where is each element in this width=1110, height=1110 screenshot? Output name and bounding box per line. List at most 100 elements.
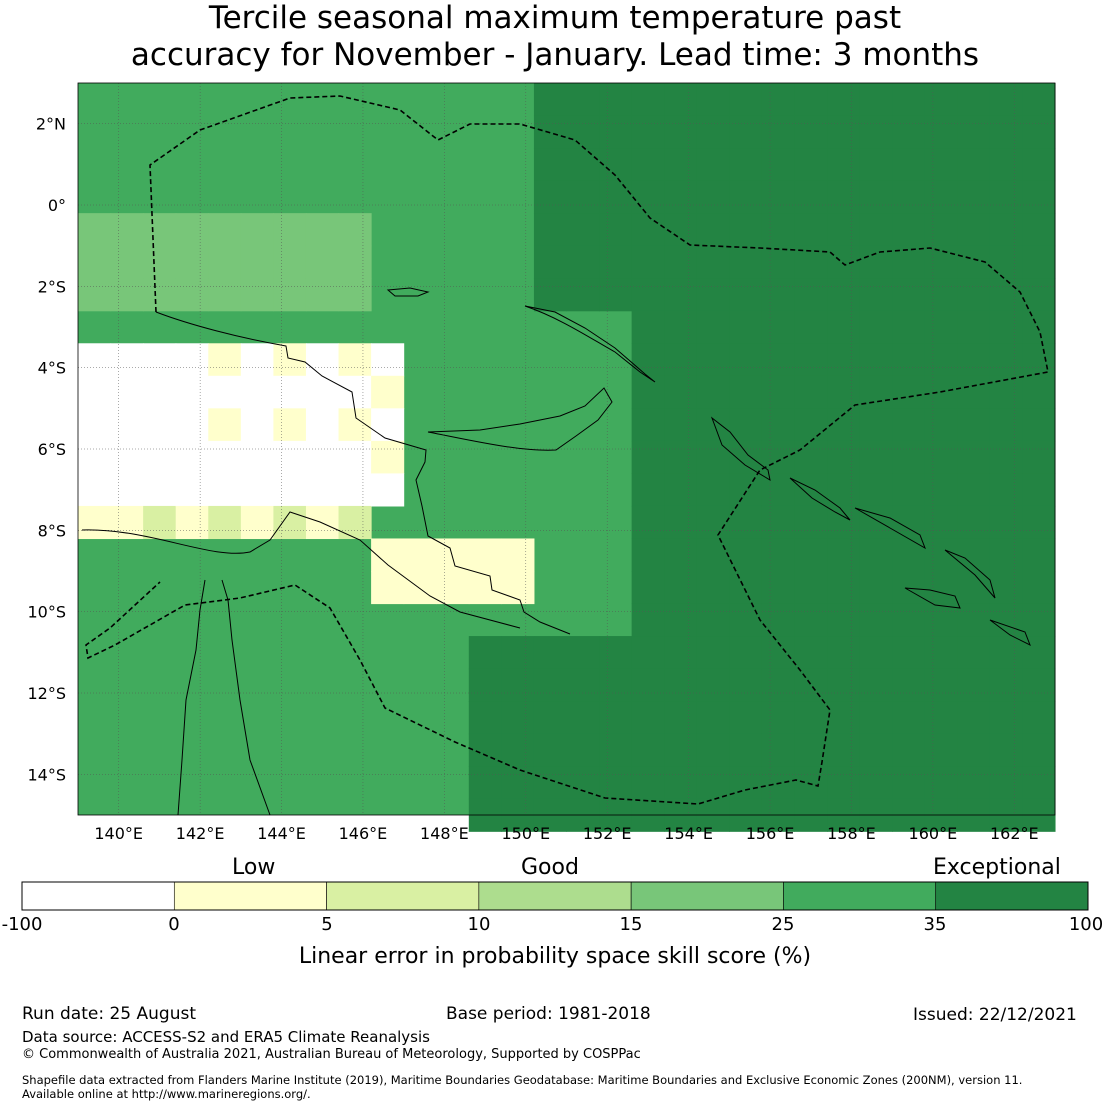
skill-cell [761, 505, 795, 540]
skill-cell [664, 505, 698, 540]
skill-cell [924, 245, 958, 279]
skill-cell [175, 505, 209, 540]
skill-cell [599, 278, 633, 312]
map-border [77, 82, 1056, 816]
skill-cell [761, 343, 795, 377]
skill-cell [761, 278, 795, 312]
colorbar-swatch [630, 881, 784, 911]
skill-cell [794, 180, 828, 214]
skill-cell [827, 766, 861, 800]
skill-cell [240, 505, 274, 540]
skill-cell [110, 375, 144, 409]
skill-cell [175, 245, 209, 279]
skill-cell [599, 766, 633, 800]
skill-cell [110, 213, 144, 247]
skill-cell [1022, 408, 1056, 442]
skill-cell [794, 571, 828, 605]
skill-cell [175, 278, 209, 312]
skill-cell [696, 733, 730, 767]
skill-cell [696, 636, 730, 670]
skill-cell [273, 343, 307, 377]
skill-cell [631, 440, 665, 474]
skill-cell [761, 213, 795, 247]
skill-cell [924, 733, 958, 767]
skill-cell [664, 245, 698, 279]
skill-cell [989, 245, 1023, 279]
skill-cell [143, 440, 177, 474]
skill-cell [533, 180, 568, 214]
skill-cell [208, 278, 242, 312]
colorbar-swatch [173, 881, 327, 911]
lon-tick-label: 156°E [746, 824, 795, 843]
skill-cell [78, 343, 112, 377]
skill-cell [371, 440, 405, 474]
skill-cell [989, 668, 1023, 702]
skill-cell [729, 538, 763, 572]
skill-cell [533, 245, 568, 279]
skill-cell [338, 278, 372, 312]
skill-cell [1022, 213, 1056, 247]
skill-cell [957, 636, 991, 670]
skill-cell [305, 408, 340, 442]
skill-cell [827, 505, 861, 540]
skill-cell [403, 571, 437, 605]
skill-cell [664, 701, 698, 735]
skill-cell [696, 310, 730, 344]
skill-cell [696, 668, 730, 702]
skill-cell [240, 213, 274, 247]
skill-cell [599, 180, 633, 214]
skill-cell [338, 213, 372, 247]
skill-cell [924, 505, 958, 540]
skill-cell [859, 733, 893, 767]
coastline-makira [989, 619, 1031, 647]
skill-cell [892, 310, 926, 344]
skill-cell [273, 473, 307, 507]
skill-cell [1022, 278, 1056, 312]
skill-cell [175, 343, 209, 377]
skill-cell [664, 473, 698, 507]
skill-cell [664, 83, 698, 117]
skill-cell [371, 538, 405, 572]
skill-cell [143, 473, 177, 507]
skill-cell [631, 115, 665, 149]
skill-cell [143, 343, 177, 377]
coastline-bougainville [710, 416, 771, 482]
skill-cell [599, 245, 633, 279]
skill-cell [794, 343, 828, 377]
skill-cell [664, 733, 698, 767]
skill-cell [664, 310, 698, 344]
skill-cell [110, 473, 144, 507]
skill-cell [957, 213, 991, 247]
colorbar-tick: 10 [467, 914, 491, 935]
skill-cell [827, 668, 861, 702]
skill-cell [859, 668, 893, 702]
coastline-south-png [81, 511, 521, 629]
skill-cell [859, 701, 893, 735]
colorbar-swatch [783, 881, 937, 911]
skill-cell [501, 668, 535, 702]
skill-cell [794, 603, 828, 637]
skill-cell [664, 180, 698, 214]
skill-cell [859, 148, 893, 182]
skill-cell [729, 310, 763, 344]
skill-cell [1022, 766, 1056, 800]
skill-cell [78, 408, 112, 442]
skill-cell [924, 310, 958, 344]
skill-cell [338, 505, 372, 540]
skill-cell [957, 440, 991, 474]
skill-cell [436, 571, 470, 605]
skill-cell [240, 278, 274, 312]
skill-cell [631, 538, 665, 572]
skill-cell [696, 701, 730, 735]
skill-cell [989, 733, 1023, 767]
skill-cell [729, 733, 763, 767]
skill-cell [305, 505, 340, 540]
base-period: Base period: 1981-2018 [446, 1004, 651, 1024]
skill-cell [794, 310, 828, 344]
skill-cell [371, 375, 405, 409]
lon-tick-label: 160°E [909, 824, 958, 843]
skill-cell [501, 571, 535, 605]
skill-cell [1022, 701, 1056, 735]
lat-tick-label: 2°N [36, 115, 66, 134]
skill-cell [924, 538, 958, 572]
